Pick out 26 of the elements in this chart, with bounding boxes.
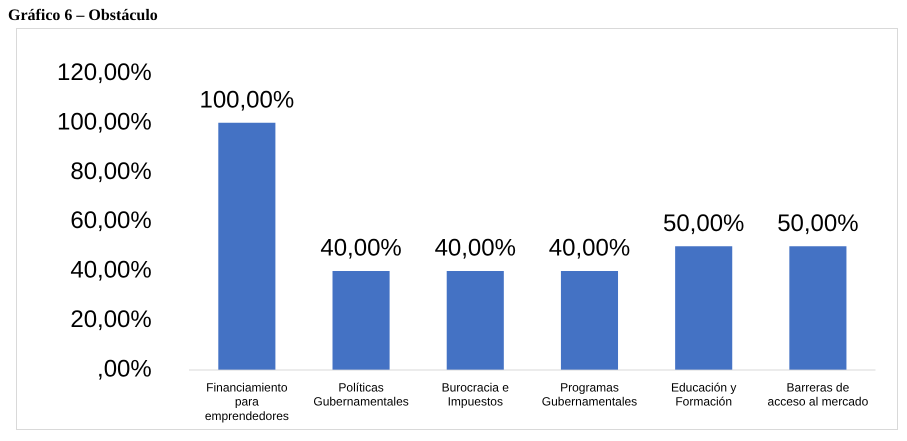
- x-tick-label: Educación y Formación: [671, 380, 736, 409]
- bar: [560, 271, 618, 370]
- y-tick-label: ,00%: [97, 355, 152, 382]
- chart-title: Gráfico 6 – Obstáculo: [8, 7, 159, 26]
- y-tick-label: 80,00%: [70, 158, 152, 185]
- bar: [675, 246, 732, 370]
- bar: [446, 271, 504, 370]
- data-label: 40,00%: [548, 234, 630, 262]
- bar: [332, 271, 390, 370]
- y-tick-label: 100,00%: [56, 108, 152, 136]
- x-tick-label: Políticas Gubernamentales: [313, 380, 409, 409]
- y-tick-label: 60,00%: [70, 207, 152, 234]
- x-tick-label: Programas Gubernamentales: [542, 380, 638, 409]
- data-label: 40,00%: [320, 234, 402, 262]
- data-label: 50,00%: [662, 210, 744, 237]
- bar: [789, 246, 846, 370]
- x-tick-label: Barreras de acceso al mercado: [768, 380, 869, 409]
- x-tick-label: Financiamiento para emprendedores: [204, 380, 289, 424]
- y-tick-label: 120,00%: [56, 59, 152, 86]
- data-label: 40,00%: [434, 234, 516, 262]
- data-label: 50,00%: [777, 210, 859, 237]
- data-label: 100,00%: [199, 86, 294, 114]
- y-tick-label: 20,00%: [70, 306, 152, 334]
- y-tick-label: 40,00%: [70, 256, 152, 284]
- bar: [218, 122, 276, 370]
- x-tick-label: Burocracia e Impuestos: [442, 380, 510, 409]
